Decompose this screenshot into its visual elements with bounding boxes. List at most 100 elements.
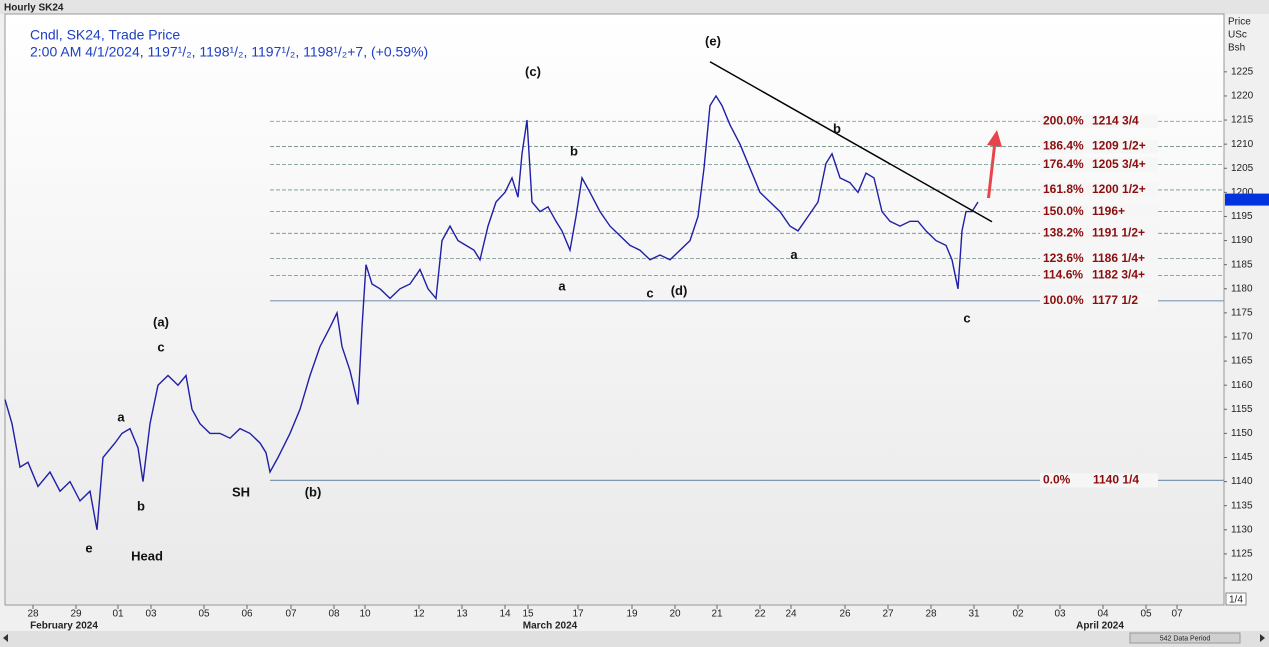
fib-pct: 176.4% (1043, 157, 1084, 171)
fib-pct: 138.2% (1043, 226, 1084, 240)
x-tick-label: 07 (285, 609, 297, 620)
wave-label: (b) (305, 485, 322, 500)
fib-label-bg (1040, 293, 1158, 308)
y-tick-label: 1135 (1231, 500, 1253, 511)
x-tick-label: 04 (1097, 609, 1109, 620)
y-tick-label: 1195 (1231, 211, 1253, 222)
x-tick-label: 19 (626, 609, 638, 620)
wave-label: (e) (705, 33, 721, 48)
x-tick-label: 13 (456, 609, 468, 620)
fib-pct: 123.6% (1043, 251, 1084, 265)
x-tick-label: 03 (1054, 609, 1066, 620)
fib-pct: 100.0% (1043, 293, 1084, 307)
fib-price: 1177 1/2 (1092, 293, 1138, 307)
y-tick-label: 1140 (1231, 476, 1253, 487)
legend-title: Cndl, SK24, Trade Price (30, 27, 180, 43)
legend-detail: 2:00 AM 4/1/2024, 1197¹/₂, 1198¹/₂, 1197… (30, 44, 428, 60)
fib-label-bg (1040, 157, 1158, 172)
fib-pct: 200.0% (1043, 113, 1084, 127)
x-tick-label: 05 (1140, 609, 1152, 620)
x-tick-label: 27 (882, 609, 894, 620)
page-indicator[interactable]: 1/4 (1229, 595, 1243, 606)
month-label: February 2024 (30, 621, 98, 632)
y-axis-label: Bsh (1228, 43, 1245, 54)
y-tick-label: 1190 (1231, 235, 1253, 246)
x-tick-label: 24 (785, 609, 797, 620)
y-tick-label: 1160 (1231, 380, 1253, 391)
x-tick-label: 14 (499, 609, 511, 620)
wave-label: c (646, 286, 653, 301)
fib-pct: 0.0% (1043, 473, 1071, 487)
y-tick-label: 1180 (1231, 283, 1253, 294)
scroll-left[interactable] (3, 634, 8, 642)
x-tick-label: 21 (711, 609, 723, 620)
x-tick-label: 20 (669, 609, 681, 620)
fib-label-bg (1040, 226, 1158, 241)
fib-price: 1182 3/4+ (1092, 268, 1145, 282)
y-tick-label: 1175 (1231, 308, 1253, 319)
header-bar (0, 0, 1269, 14)
wave-label: a (558, 278, 566, 293)
arrow (987, 130, 1002, 198)
fib-pct: 186.4% (1043, 139, 1084, 153)
y-tick-label: 1145 (1231, 452, 1253, 463)
wave-label: Head (131, 549, 163, 564)
y-tick-label: 1225 (1231, 66, 1254, 77)
scroll-right[interactable] (1260, 634, 1265, 642)
fib-price: 1200 1/2+ (1092, 182, 1146, 196)
fib-price: 1186 1/4+ (1092, 251, 1145, 265)
wave-label: a (117, 409, 125, 424)
x-tick-label: 22 (754, 609, 766, 620)
wave-label: c (963, 311, 970, 326)
y-tick-label: 1215 (1231, 115, 1254, 126)
y-tick-label: 1120 (1231, 573, 1253, 584)
x-tick-label: 15 (522, 609, 534, 620)
x-tick-label: 06 (241, 609, 253, 620)
x-tick-label: 28 (925, 609, 937, 620)
fib-price: 1140 1/4 (1093, 473, 1139, 487)
plot-area (4, 13, 1225, 606)
y-tick-label: 1205 (1231, 163, 1254, 174)
wave-label: (a) (153, 314, 169, 329)
wave-label: b (570, 143, 578, 158)
last-price-marker (1225, 193, 1269, 206)
fib-label-bg (1040, 139, 1158, 154)
x-tick-label: 05 (198, 609, 210, 620)
trendline (709, 61, 993, 223)
y-axis-label: USc (1228, 30, 1247, 41)
y-tick-label: 1125 (1231, 549, 1253, 560)
y-tick-label: 1170 (1231, 332, 1253, 343)
y-axis-label: Price (1228, 17, 1251, 28)
fib-label-bg (1040, 251, 1158, 266)
fib-pct: 161.8% (1043, 182, 1084, 196)
y-tick-label: 1165 (1231, 356, 1253, 367)
y-tick-label: 1220 (1231, 91, 1254, 102)
scrollbar[interactable] (0, 631, 1269, 647)
x-tick-label: 12 (413, 609, 425, 620)
x-tick-label: 02 (1012, 609, 1024, 620)
x-tick-label: 08 (328, 609, 340, 620)
wave-label: b (137, 499, 145, 514)
fib-pct: 114.6% (1043, 268, 1083, 282)
x-tick-label: 28 (27, 609, 39, 620)
fib-label-bg (1040, 182, 1158, 197)
y-tick-label: 1130 (1231, 524, 1253, 535)
x-tick-label: 26 (839, 609, 851, 620)
y-tick-label: 1200 (1231, 187, 1254, 198)
page-indicator-box[interactable] (1225, 592, 1247, 606)
fib-price: 1191 1/2+ (1092, 226, 1145, 240)
x-tick-label: 29 (70, 609, 82, 620)
price-line (4, 94, 979, 530)
x-tick-label: 31 (968, 609, 980, 620)
scroll-thumb[interactable] (1129, 632, 1241, 644)
wave-label: a (790, 247, 798, 262)
fib-label-bg (1040, 268, 1158, 283)
y-tick-label: 1185 (1231, 259, 1253, 270)
x-tick-label: 01 (112, 609, 124, 620)
wave-label: (c) (525, 64, 541, 79)
month-label: April 2024 (1076, 621, 1124, 632)
scroll-label: 542 Data Period (1160, 635, 1211, 642)
fib-price: 1209 1/2+ (1092, 139, 1146, 153)
fib-label-bg (1040, 473, 1158, 488)
